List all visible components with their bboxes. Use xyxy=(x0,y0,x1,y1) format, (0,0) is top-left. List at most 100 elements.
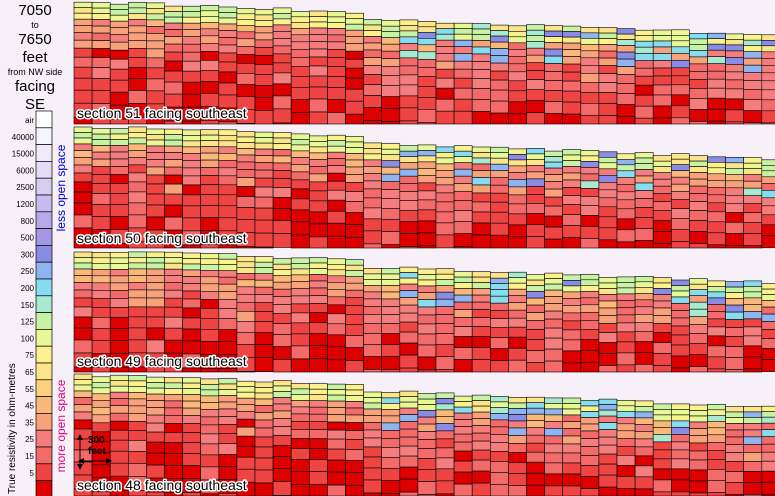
resistivity-cell xyxy=(508,435,527,444)
resistivity-cell xyxy=(598,57,618,66)
resistivity-cell xyxy=(689,79,708,89)
resistivity-cell xyxy=(381,279,401,286)
resistivity-cell xyxy=(363,333,383,345)
resistivity-cell xyxy=(363,24,383,31)
resistivity-cell xyxy=(73,289,93,299)
resistivity-cell xyxy=(290,333,310,347)
resistivity-cell xyxy=(109,68,129,81)
resistivity-cell xyxy=(707,70,726,80)
resistivity-cell xyxy=(761,170,775,178)
resistivity-cell xyxy=(435,356,455,371)
resistivity-cell xyxy=(489,211,509,224)
resistivity-cell xyxy=(272,220,292,234)
resistivity-cell xyxy=(381,314,401,324)
resistivity-cell xyxy=(562,312,582,322)
resistivity-cell xyxy=(544,348,563,362)
resistivity-cell xyxy=(616,177,636,185)
resistivity-cell xyxy=(652,75,672,86)
resistivity-cell xyxy=(146,159,165,168)
resistivity-cell xyxy=(381,403,401,410)
resistivity-cell xyxy=(707,194,726,204)
legend-tick-label: 35 xyxy=(25,418,34,427)
resistivity-cell xyxy=(670,117,690,125)
resistivity-cell xyxy=(73,132,93,139)
resistivity-cell xyxy=(146,297,165,308)
resistivity-cell xyxy=(526,362,545,373)
resistivity-cell xyxy=(272,24,292,32)
resistivity-cell xyxy=(707,167,726,175)
resistivity-cell xyxy=(489,318,509,329)
resistivity-cell xyxy=(417,20,437,28)
resistivity-cell xyxy=(562,329,582,341)
resistivity-cell xyxy=(254,162,274,171)
resistivity-cell xyxy=(435,480,455,495)
resistivity-cell xyxy=(109,298,129,308)
resistivity-cell xyxy=(290,66,310,77)
resistivity-cell xyxy=(652,155,672,162)
resistivity-cell xyxy=(272,385,292,392)
resistivity-cell xyxy=(707,345,726,358)
resistivity-cell xyxy=(272,38,292,47)
resistivity-cell xyxy=(327,313,346,325)
resistivity-cell xyxy=(580,92,600,104)
resistivity-cell xyxy=(526,29,545,37)
resistivity-cell xyxy=(689,469,708,482)
resistivity-cell xyxy=(707,434,726,443)
resistivity-cell xyxy=(435,184,455,194)
resistivity-cell xyxy=(453,412,473,420)
resistivity-cell xyxy=(743,162,763,169)
resistivity-cell xyxy=(327,235,346,249)
resistivity-cell xyxy=(290,268,310,276)
resistivity-cell xyxy=(363,153,383,161)
resistivity-cell xyxy=(236,261,256,268)
resistivity-cell xyxy=(725,88,744,100)
resistivity-cell xyxy=(580,50,600,59)
resistivity-cell xyxy=(73,47,93,58)
resistivity-cell xyxy=(417,168,437,176)
resistivity-cell xyxy=(743,411,763,418)
resistivity-cell xyxy=(381,219,401,232)
resistivity-cell xyxy=(308,345,328,359)
resistivity-cell xyxy=(670,325,690,336)
resistivity-cell xyxy=(91,67,111,79)
resistivity-cell xyxy=(562,452,582,464)
resistivity-cell xyxy=(471,449,491,461)
resistivity-cell xyxy=(363,148,383,155)
resistivity-cell xyxy=(236,169,256,178)
resistivity-cell xyxy=(544,150,563,157)
resistivity-cell xyxy=(399,200,419,211)
resistivity-cell xyxy=(363,391,383,398)
resistivity-cell xyxy=(689,121,708,125)
resistivity-cell xyxy=(743,436,763,445)
resistivity-cell xyxy=(761,359,775,372)
resistivity-cell xyxy=(670,229,690,242)
section-50-label: section 50 facing southeast xyxy=(77,230,247,246)
legend-tick-label: 250 xyxy=(21,267,35,276)
resistivity-cell xyxy=(200,15,220,23)
resistivity-cell xyxy=(689,366,708,373)
resistivity-cell xyxy=(689,333,708,345)
resistivity-cell xyxy=(707,43,726,51)
resistivity-cell xyxy=(761,224,775,237)
resistivity-cell xyxy=(91,139,111,146)
resistivity-cell xyxy=(435,192,455,203)
resistivity-cell xyxy=(308,146,328,154)
resistivity-cell xyxy=(272,258,292,265)
resistivity-cell xyxy=(381,291,401,300)
resistivity-cell xyxy=(544,238,563,249)
resistivity-cell xyxy=(508,36,527,44)
resistivity-cell xyxy=(399,221,419,234)
resistivity-cell xyxy=(580,32,600,39)
resistivity-cell xyxy=(435,392,455,399)
resistivity-cell xyxy=(616,28,636,35)
resistivity-cell xyxy=(128,339,147,354)
resistivity-cell xyxy=(526,442,545,453)
resistivity-cell xyxy=(327,296,346,306)
resistivity-cell xyxy=(254,39,274,48)
resistivity-cell xyxy=(91,128,111,135)
resistivity-cell xyxy=(689,428,708,436)
resistivity-cell xyxy=(399,414,419,422)
resistivity-cell xyxy=(109,269,129,277)
resistivity-cell xyxy=(308,484,328,496)
resistivity-cell xyxy=(91,387,111,395)
